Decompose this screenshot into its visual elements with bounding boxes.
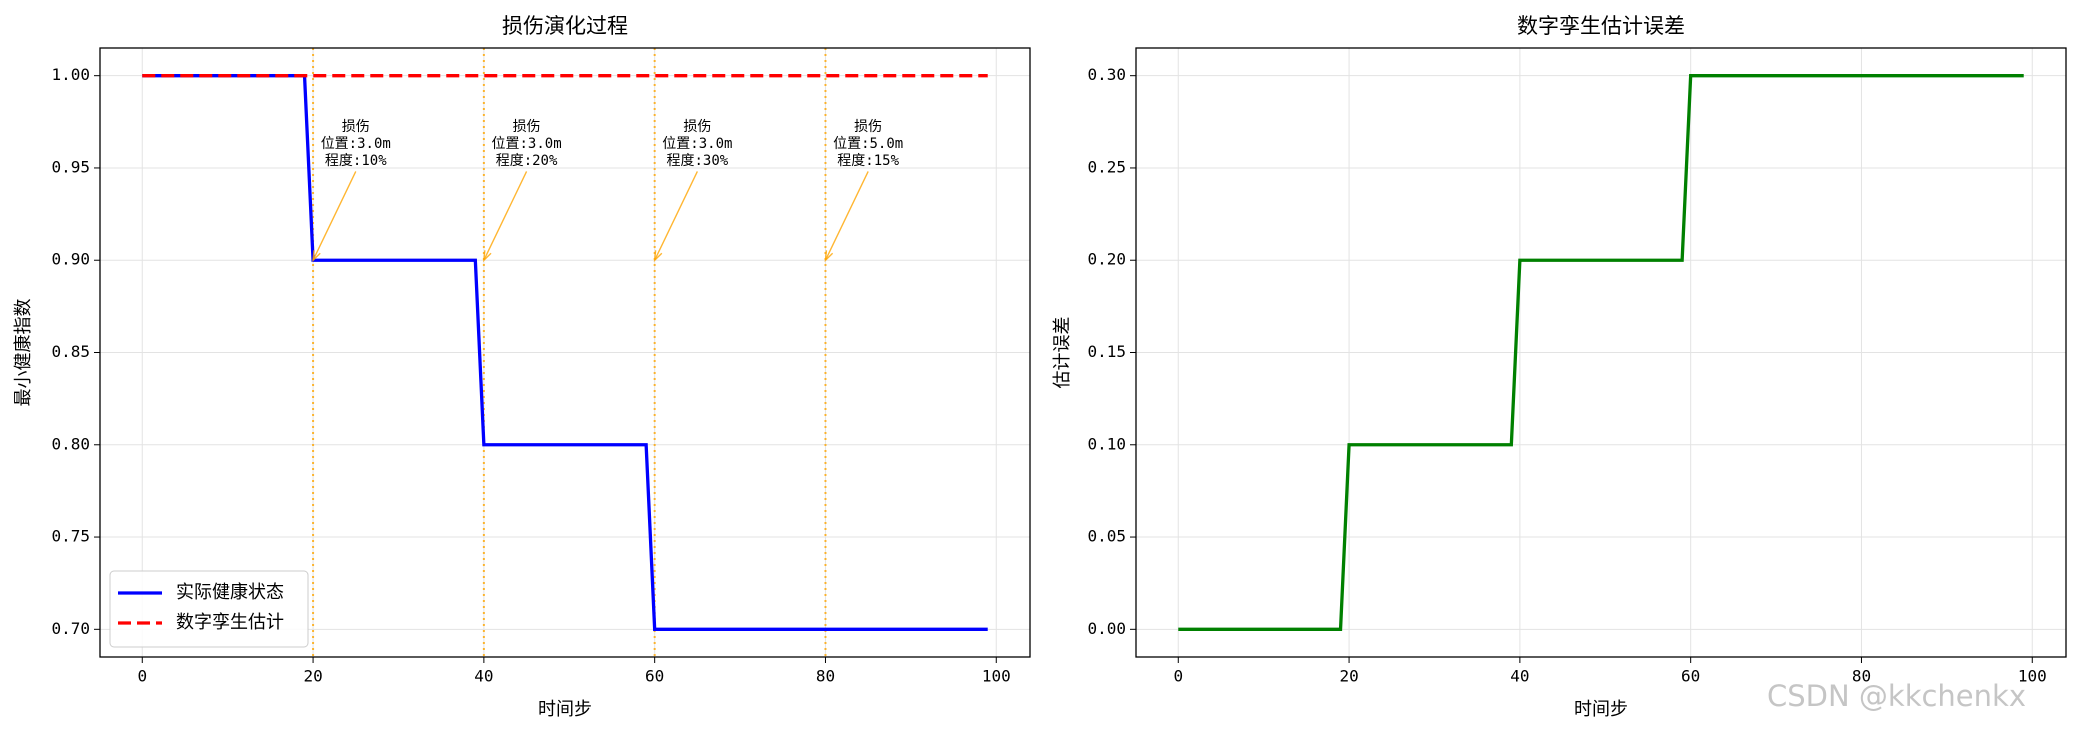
y-tick-label: 0.75: [51, 527, 90, 546]
series-line: [1178, 74, 2024, 631]
annotation-text: 程度:10%: [325, 153, 387, 169]
x-axis-label: 时间步: [538, 699, 592, 720]
y-tick-label: 0.05: [1087, 527, 1126, 546]
y-tick-label: 0.80: [51, 434, 90, 453]
annotation-arrow: [312, 171, 357, 261]
annotation-text: 损伤: [513, 119, 541, 135]
annotation-text: 程度:30%: [667, 153, 729, 169]
annotation-text: 位置:5.0m: [833, 136, 903, 152]
annotation-text: 位置:3.0m: [491, 136, 561, 152]
legend-label: 数字孪生估计: [176, 612, 284, 633]
legend-label: 实际健康状态: [176, 582, 284, 603]
annotation-arrow: [654, 171, 698, 261]
annotation-text: 程度:20%: [496, 153, 558, 169]
y-tick-label: 0.95: [51, 157, 90, 176]
x-tick-label: 60: [1681, 667, 1700, 686]
x-tick-label: 20: [303, 667, 322, 686]
x-tick-label: 0: [137, 667, 147, 686]
arrow-head: [824, 250, 834, 263]
chart-title: 损伤演化过程: [502, 14, 628, 38]
x-tick-label: 0: [1173, 667, 1183, 686]
annotation-text: 位置:3.0m: [662, 136, 732, 152]
plot-frame: [99, 47, 1031, 658]
y-tick-label: 0.15: [1087, 342, 1126, 361]
arrow-head: [312, 250, 321, 263]
x-tick-label: 100: [982, 667, 1011, 686]
annotation-text: 损伤: [342, 119, 370, 135]
y-axis-label: 最小健康指数: [13, 299, 34, 407]
y-tick-label: 0.90: [51, 250, 90, 269]
annotation-text: 损伤: [683, 119, 711, 135]
x-tick-label: 100: [2018, 667, 2047, 686]
annotation-arrow: [483, 171, 528, 261]
y-tick-label: 0.20: [1087, 250, 1126, 269]
annotation-text: 程度:15%: [837, 153, 899, 169]
x-tick-label: 40: [1510, 667, 1529, 686]
y-tick-label: 0.85: [51, 342, 90, 361]
chart-title: 数字孪生估计误差: [1517, 14, 1685, 38]
y-tick-label: 0.30: [1087, 65, 1126, 84]
y-tick-label: 1.00: [51, 65, 90, 84]
legend-box: [109, 570, 309, 648]
y-tick-label: 0.70: [51, 619, 90, 638]
arrow-head: [653, 250, 663, 263]
x-tick-label: 20: [1339, 667, 1358, 686]
x-tick-label: 80: [816, 667, 835, 686]
arrow-head: [482, 250, 492, 263]
annotation-arrow: [824, 171, 869, 261]
x-tick-label: 80: [1852, 667, 1871, 686]
y-axis-label: 估计误差: [1052, 317, 1073, 389]
x-axis-label: 时间步: [1574, 699, 1628, 720]
y-tick-label: 0.10: [1087, 434, 1126, 453]
x-tick-label: 40: [474, 667, 493, 686]
y-tick-label: 0.00: [1087, 619, 1126, 638]
series-line: [142, 74, 988, 631]
annotation-text: 位置:3.0m: [321, 136, 391, 152]
watermark: CSDN @kkchenkx: [1767, 679, 2026, 713]
y-tick-label: 0.25: [1087, 157, 1126, 176]
annotation-text: 损伤: [854, 119, 882, 135]
plot-frame: [1135, 47, 2067, 658]
x-tick-label: 60: [645, 667, 664, 686]
